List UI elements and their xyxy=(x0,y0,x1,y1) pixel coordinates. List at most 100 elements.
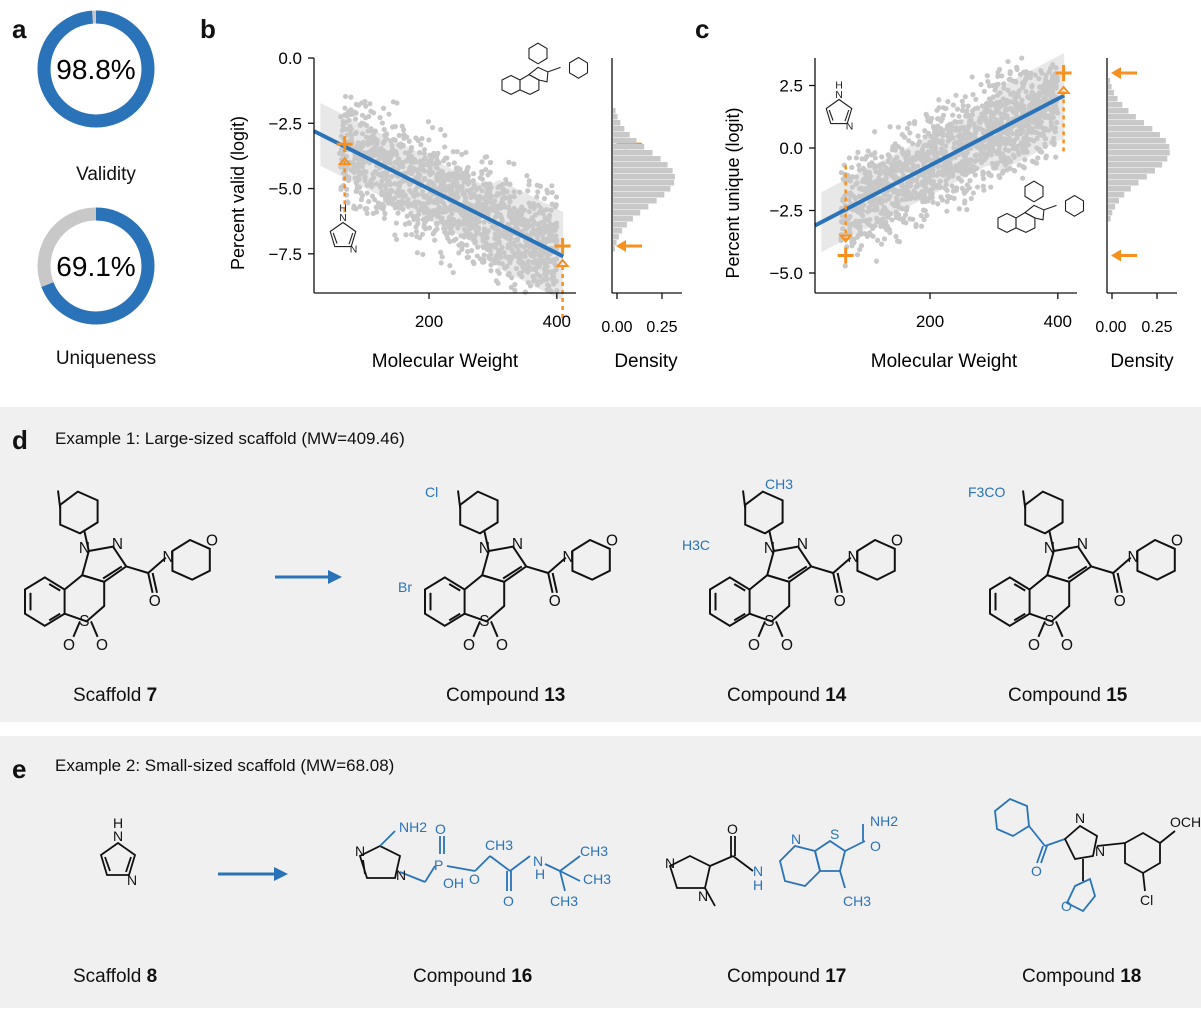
data-point xyxy=(857,208,863,214)
data-point xyxy=(924,212,930,218)
data-point xyxy=(525,258,531,264)
data-point xyxy=(390,99,396,105)
data-point xyxy=(393,220,399,226)
panel-label-a: a xyxy=(12,14,27,44)
density-bar xyxy=(1108,180,1139,186)
data-point xyxy=(960,166,966,173)
svg-text:O: O xyxy=(870,838,881,854)
data-point xyxy=(353,180,359,186)
data-point xyxy=(927,139,933,145)
validity-label: Validity xyxy=(76,164,136,185)
data-point xyxy=(400,164,406,170)
data-point xyxy=(438,249,444,255)
data-point xyxy=(525,269,531,275)
data-point xyxy=(497,232,504,238)
data-point xyxy=(449,229,455,235)
data-point xyxy=(854,252,861,258)
data-point xyxy=(546,257,552,263)
data-point xyxy=(1010,152,1016,158)
data-point xyxy=(487,189,493,195)
data-point xyxy=(358,190,364,196)
density-bar xyxy=(1108,162,1163,168)
data-point xyxy=(961,124,967,130)
data-point xyxy=(434,207,440,213)
data-point xyxy=(905,180,911,186)
density-bar xyxy=(1108,102,1123,108)
data-point xyxy=(439,169,446,175)
data-point xyxy=(553,256,560,262)
data-point xyxy=(438,206,444,212)
data-point xyxy=(997,111,1004,117)
data-point xyxy=(1001,81,1007,87)
data-point xyxy=(1053,154,1059,160)
data-point xyxy=(946,165,952,172)
data-point xyxy=(918,212,924,219)
data-point xyxy=(1023,122,1029,129)
data-point xyxy=(994,133,1000,140)
data-point xyxy=(488,194,494,200)
data-point xyxy=(392,123,398,130)
data-point xyxy=(432,237,438,243)
data-point xyxy=(379,189,385,195)
data-point xyxy=(962,154,968,160)
data-point xyxy=(915,152,921,158)
data-point xyxy=(1015,93,1021,100)
data-point xyxy=(529,249,535,256)
example1-title: Example 1: Large-sized scaffold (MW=409.… xyxy=(55,429,405,448)
data-point xyxy=(438,177,445,183)
data-point xyxy=(876,175,882,181)
data-point xyxy=(428,216,434,222)
data-point xyxy=(856,162,862,168)
data-point xyxy=(512,287,518,293)
data-point xyxy=(443,208,449,215)
data-point xyxy=(459,151,465,158)
density-tick-1: 0.25 xyxy=(646,319,677,336)
data-point xyxy=(510,249,516,255)
data-point xyxy=(862,170,868,176)
data-point xyxy=(890,174,896,180)
data-point xyxy=(447,263,453,269)
data-point xyxy=(420,207,426,213)
data-point xyxy=(363,134,369,140)
density-bar xyxy=(613,150,653,156)
svg-text:N: N xyxy=(665,855,675,871)
data-point xyxy=(440,158,447,164)
data-point xyxy=(368,128,374,134)
data-point xyxy=(1011,138,1017,144)
data-point xyxy=(426,137,432,143)
data-point xyxy=(443,174,449,181)
density-tick-1: 0.25 xyxy=(1141,319,1172,336)
data-point xyxy=(366,149,372,155)
data-point xyxy=(881,236,888,242)
data-point xyxy=(553,237,560,244)
y-tick-label: −5.0 xyxy=(769,264,803,283)
data-point xyxy=(549,183,555,189)
data-point xyxy=(453,165,459,171)
data-point xyxy=(353,110,359,116)
y-tick-label: 0.0 xyxy=(779,139,803,158)
x-tick-label: 200 xyxy=(415,312,443,331)
x-tick-label: 200 xyxy=(916,312,944,331)
data-point xyxy=(889,170,895,176)
data-point xyxy=(853,155,859,161)
data-point xyxy=(524,219,531,225)
data-point xyxy=(507,199,513,205)
data-point xyxy=(846,155,852,161)
data-point xyxy=(459,207,465,214)
data-point xyxy=(534,194,540,200)
density-axis-label: Density xyxy=(1110,351,1174,372)
data-point xyxy=(1044,126,1050,133)
data-point xyxy=(442,219,448,225)
data-point xyxy=(926,188,932,194)
data-point xyxy=(349,111,355,118)
data-point xyxy=(488,268,494,274)
data-point xyxy=(379,120,385,126)
data-point xyxy=(405,150,411,156)
data-point xyxy=(548,207,554,213)
data-point xyxy=(1038,119,1045,125)
data-point xyxy=(959,107,965,114)
data-point xyxy=(889,147,896,153)
data-point xyxy=(399,198,405,204)
data-point xyxy=(483,181,489,187)
data-point xyxy=(553,233,559,239)
